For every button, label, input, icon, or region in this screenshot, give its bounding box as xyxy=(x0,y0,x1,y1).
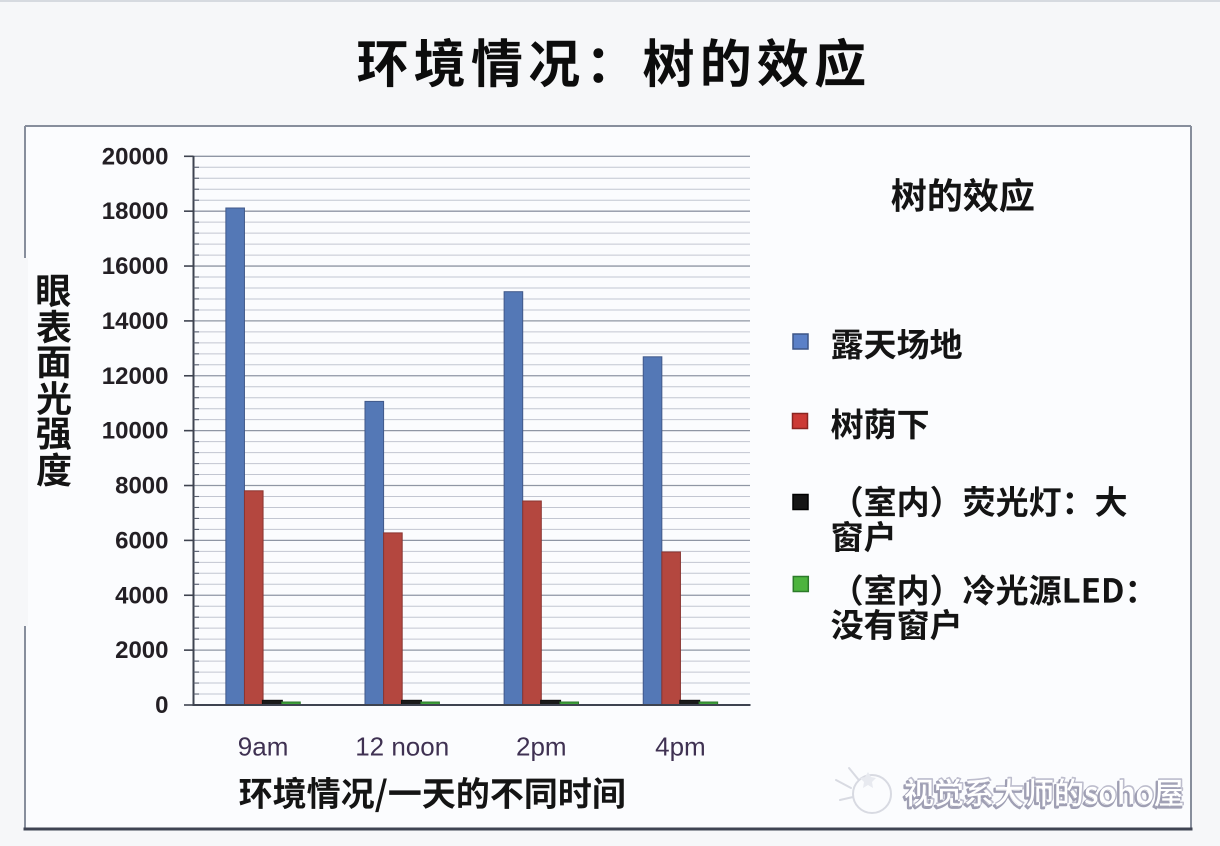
svg-text:4pm: 4pm xyxy=(655,732,706,762)
svg-text:0: 0 xyxy=(155,692,168,719)
svg-text:16000: 16000 xyxy=(102,253,169,280)
svg-text:2pm: 2pm xyxy=(516,732,567,762)
svg-text:6000: 6000 xyxy=(115,527,168,554)
svg-text:20000: 20000 xyxy=(102,143,169,170)
svg-text:18000: 18000 xyxy=(102,198,169,225)
svg-text:9am: 9am xyxy=(238,732,289,762)
svg-text:8000: 8000 xyxy=(115,473,168,500)
svg-text:14000: 14000 xyxy=(102,308,169,335)
svg-text:2000: 2000 xyxy=(115,637,168,664)
svg-text:10000: 10000 xyxy=(102,418,169,445)
svg-text:12000: 12000 xyxy=(102,363,169,390)
svg-text:4000: 4000 xyxy=(115,582,168,609)
svg-text:12 noon: 12 noon xyxy=(355,732,449,762)
